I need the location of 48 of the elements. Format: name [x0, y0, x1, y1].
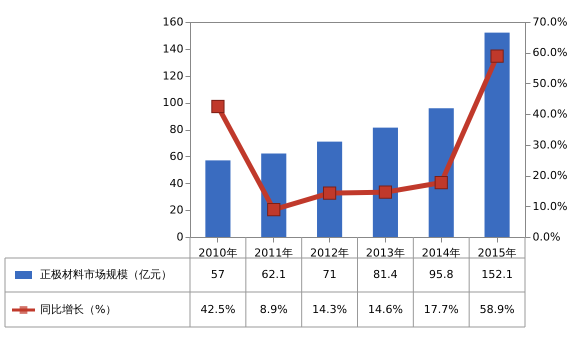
y2-tick-label: 10.0% — [532, 200, 568, 213]
y2-tick-label: 50.0% — [532, 76, 568, 90]
data-label: 62.1 — [262, 268, 286, 281]
y-tick-label: 80 — [170, 123, 184, 136]
bar — [428, 108, 454, 237]
y-tick-label: 60 — [170, 150, 184, 163]
x-tick-label: 2010年 — [198, 246, 238, 260]
bar — [205, 160, 230, 237]
data-label: 81.4 — [373, 268, 398, 281]
x-tick-label: 2012年 — [310, 246, 350, 260]
y2-tick-label: 60.0% — [532, 46, 568, 60]
data-label: 152.1 — [481, 268, 513, 281]
data-label: 58.9% — [480, 303, 515, 316]
y2-tick-label: 30.0% — [532, 138, 568, 152]
bar — [484, 32, 510, 237]
bar — [317, 142, 342, 237]
point — [267, 203, 280, 216]
y2-tick-label: 0.0% — [532, 230, 560, 244]
data-label: 95.8 — [429, 268, 454, 281]
y2-tick-label: 20.0% — [532, 169, 568, 182]
x-tick-label: 2015年 — [478, 246, 517, 260]
y-tick-label: 40 — [170, 176, 184, 190]
y-tick-label: 160 — [162, 16, 184, 28]
y2-tick-label: 70.0% — [532, 16, 568, 28]
point — [490, 49, 504, 63]
y-tick-label: 100 — [162, 96, 184, 110]
y2-tick-label: 40.0% — [532, 108, 568, 121]
legend-label: 同比增长（%） — [40, 303, 116, 316]
x-tick-label: 2014年 — [422, 246, 461, 260]
point — [322, 186, 336, 200]
y-tick-label: 20 — [170, 204, 184, 217]
data-label: 8.9% — [260, 303, 288, 316]
data-label: 71 — [322, 268, 337, 281]
x-tick-label: 2011年 — [254, 246, 294, 260]
y-tick-label: 120 — [162, 69, 184, 82]
x-tick-label: 2013年 — [366, 246, 405, 260]
point — [434, 176, 448, 190]
point — [211, 100, 225, 114]
data-label: 42.5% — [200, 303, 236, 316]
data-label: 57 — [210, 268, 225, 281]
legend-label: 正极材料市场规模（亿元） — [40, 268, 172, 281]
point — [378, 186, 392, 199]
y-tick-label: 0 — [176, 230, 184, 244]
data-label: 14.3% — [312, 303, 348, 316]
data-label: 17.7% — [424, 303, 459, 316]
data-label: 14.6% — [368, 303, 403, 316]
y-tick-label: 140 — [162, 42, 184, 56]
bar — [372, 128, 398, 237]
